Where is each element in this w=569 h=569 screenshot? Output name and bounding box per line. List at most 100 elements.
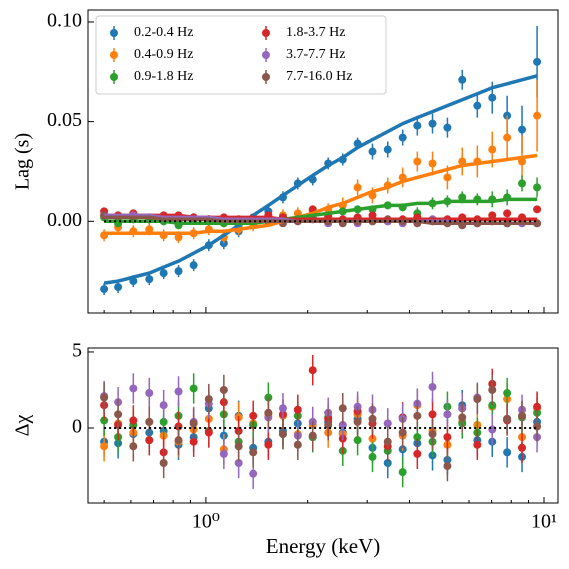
data-point bbox=[488, 93, 497, 102]
x-tick-label: 10¹ bbox=[531, 511, 557, 533]
legend-swatch bbox=[110, 29, 118, 37]
data-point bbox=[174, 387, 183, 396]
legend-swatch bbox=[262, 51, 270, 59]
data-point bbox=[189, 437, 198, 446]
data-point bbox=[159, 458, 168, 467]
data-point bbox=[174, 233, 183, 242]
data-point bbox=[189, 261, 198, 270]
data-point bbox=[278, 430, 287, 439]
data-point bbox=[503, 209, 512, 218]
data-point bbox=[353, 417, 362, 426]
data-point bbox=[383, 145, 392, 154]
data-point bbox=[413, 411, 422, 420]
data-point bbox=[308, 366, 317, 375]
data-point bbox=[338, 404, 347, 413]
data-point bbox=[458, 75, 467, 84]
y-axis-label: Lag (s) bbox=[12, 133, 34, 190]
data-point bbox=[100, 393, 109, 402]
legend-label: 3.7-7.7 Hz bbox=[286, 47, 346, 62]
data-point bbox=[324, 420, 333, 429]
model-curve bbox=[103, 74, 538, 285]
data-point bbox=[443, 433, 452, 442]
data-point bbox=[234, 442, 243, 451]
data-point bbox=[488, 385, 497, 394]
data-point bbox=[145, 389, 154, 398]
legend-swatch bbox=[262, 73, 270, 81]
data-point bbox=[533, 57, 542, 66]
plot-frame bbox=[87, 9, 559, 314]
data-point bbox=[443, 410, 452, 419]
data-point bbox=[458, 413, 467, 422]
legend-swatch bbox=[110, 51, 118, 59]
data-point bbox=[428, 382, 437, 391]
data-point bbox=[458, 193, 467, 202]
data-point bbox=[174, 436, 183, 445]
data-point bbox=[219, 449, 228, 458]
data-point bbox=[234, 458, 243, 467]
data-point bbox=[428, 119, 437, 128]
data-point bbox=[503, 133, 512, 142]
data-point bbox=[398, 428, 407, 437]
data-point bbox=[533, 402, 542, 411]
data-point bbox=[204, 395, 213, 404]
data-point bbox=[114, 410, 123, 419]
data-point bbox=[129, 416, 138, 425]
data-point bbox=[353, 183, 362, 192]
data-point bbox=[159, 269, 168, 278]
x-tick-label: 10⁰ bbox=[192, 511, 220, 533]
data-point bbox=[293, 405, 302, 414]
legend-label: 0.4-0.9 Hz bbox=[134, 47, 194, 62]
data-point bbox=[443, 462, 452, 471]
legend-label: 1.8-3.7 Hz bbox=[286, 25, 346, 40]
data-point bbox=[189, 384, 198, 393]
data-point bbox=[204, 428, 213, 437]
data-point bbox=[249, 411, 258, 420]
data-point bbox=[488, 211, 497, 220]
legend-swatch bbox=[110, 73, 118, 81]
legend-label: 7.7-16.0 Hz bbox=[286, 69, 353, 84]
data-point bbox=[518, 443, 527, 452]
data-point bbox=[503, 389, 512, 398]
data-point bbox=[353, 436, 362, 445]
data-point bbox=[443, 173, 452, 182]
data-point bbox=[428, 410, 437, 419]
data-point bbox=[533, 183, 542, 192]
data-point bbox=[368, 211, 377, 220]
data-point bbox=[264, 440, 273, 449]
data-point bbox=[159, 401, 168, 410]
data-point bbox=[413, 121, 422, 130]
legend-label: 0.9-1.8 Hz bbox=[134, 69, 194, 84]
data-point bbox=[533, 205, 542, 214]
data-point bbox=[159, 417, 168, 426]
data-point bbox=[114, 283, 123, 292]
data-point bbox=[413, 433, 422, 442]
y-tick-label: 5 bbox=[72, 340, 82, 362]
data-point bbox=[413, 157, 422, 166]
legend-swatch bbox=[262, 29, 270, 37]
data-point bbox=[368, 147, 377, 156]
y-axis-label: Δχ bbox=[12, 415, 34, 437]
data-point bbox=[308, 431, 317, 440]
model-curve bbox=[104, 153, 538, 236]
data-point bbox=[368, 452, 377, 461]
y-tick-label: 0.05 bbox=[47, 109, 82, 131]
data-point bbox=[264, 408, 273, 417]
data-point bbox=[473, 440, 482, 449]
data-point bbox=[278, 404, 287, 413]
plot-frame bbox=[87, 347, 559, 504]
legend-label: 0.2-0.4 Hz bbox=[134, 25, 194, 40]
y-tick-label: 0.10 bbox=[47, 10, 82, 32]
data-point bbox=[533, 422, 542, 431]
data-point bbox=[443, 123, 452, 132]
data-point bbox=[398, 468, 407, 477]
data-point bbox=[368, 414, 377, 423]
data-point bbox=[129, 442, 138, 451]
data-point bbox=[428, 430, 437, 439]
data-point bbox=[488, 145, 497, 154]
model-curve bbox=[104, 213, 538, 222]
data-point bbox=[145, 225, 154, 234]
data-point bbox=[503, 448, 512, 457]
data-point bbox=[189, 419, 198, 428]
data-point bbox=[533, 111, 542, 120]
